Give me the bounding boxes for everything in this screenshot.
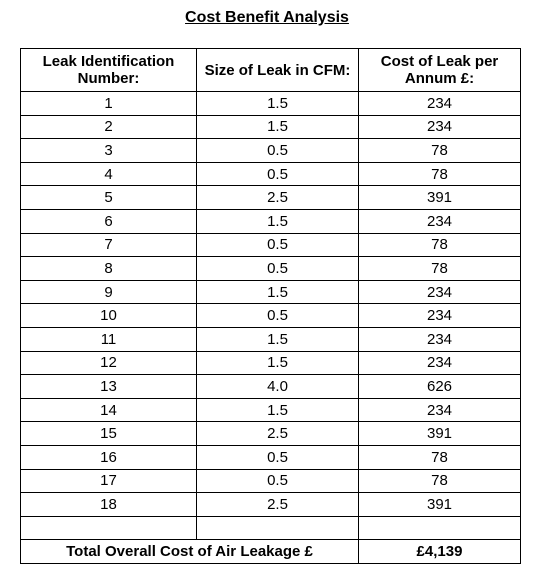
leak-id-cell: 7	[20, 232, 197, 258]
table-body: 1 1.5 234 2 1.5 234 3 0.5 78 4 0.5 78 5 2.5 391 6 1.5 234…	[20, 91, 521, 517]
leak-size-cell: 0.5	[196, 468, 359, 494]
leak-id-cell: 8	[20, 256, 197, 281]
leak-id-cell: 6	[20, 208, 197, 234]
leak-cost-cell: 234	[358, 279, 521, 305]
total-row: Total Overall Cost of Air Leakage £ £4,1…	[20, 538, 521, 564]
leak-id-cell: 1	[20, 91, 197, 116]
leak-size-cell: 0.5	[196, 232, 359, 258]
leak-size-cell: 0.5	[196, 138, 359, 163]
leak-size-cell: 2.5	[196, 492, 359, 517]
blank-row	[20, 515, 521, 540]
leak-id-cell: 3	[20, 138, 197, 163]
leak-id-cell: 10	[20, 303, 197, 328]
leak-id-cell: 17	[20, 468, 197, 494]
table-row: 18 2.5 391	[20, 492, 521, 517]
blank-cell	[196, 515, 359, 540]
table-row: 4 0.5 78	[20, 161, 521, 187]
header-leak-id: Leak Identification Number:	[20, 48, 197, 92]
leak-size-cell: 1.5	[196, 114, 359, 140]
blank-cell	[20, 515, 197, 540]
blank-cell	[358, 515, 521, 540]
leak-cost-cell: 78	[358, 232, 521, 258]
leak-cost-cell: 234	[358, 350, 521, 376]
header-leak-cost: Cost of Leak per Annum £:	[358, 48, 521, 92]
table-row: 15 2.5 391	[20, 421, 521, 446]
leak-id-cell: 18	[20, 492, 197, 517]
leak-cost-cell: 234	[358, 91, 521, 116]
table-row: 8 0.5 78	[20, 256, 521, 281]
leak-id-cell: 5	[20, 185, 197, 210]
leak-id-cell: 9	[20, 279, 197, 305]
leak-cost-cell: 626	[358, 374, 521, 399]
table-row: 12 1.5 234	[20, 350, 521, 376]
leak-cost-cell: 78	[358, 256, 521, 281]
leak-id-cell: 14	[20, 397, 197, 423]
leak-id-cell: 16	[20, 444, 197, 470]
leak-cost-cell: 234	[358, 303, 521, 328]
table-row: 6 1.5 234	[20, 208, 521, 234]
table-row: 13 4.0 626	[20, 374, 521, 399]
leak-size-cell: 1.5	[196, 350, 359, 376]
table-row: 16 0.5 78	[20, 444, 521, 470]
total-value: £4,139	[358, 538, 521, 564]
leak-size-cell: 1.5	[196, 208, 359, 234]
leak-cost-cell: 234	[358, 208, 521, 234]
leak-id-cell: 2	[20, 114, 197, 140]
leak-size-cell: 0.5	[196, 256, 359, 281]
table-row: 5 2.5 391	[20, 185, 521, 210]
leak-cost-cell: 234	[358, 326, 521, 352]
table-row: 3 0.5 78	[20, 138, 521, 163]
leak-id-cell: 13	[20, 374, 197, 399]
leak-cost-cell: 78	[358, 138, 521, 163]
leak-cost-cell: 391	[358, 185, 521, 210]
table-row: 2 1.5 234	[20, 114, 521, 140]
leak-size-cell: 0.5	[196, 444, 359, 470]
page-title: Cost Benefit Analysis	[185, 9, 349, 26]
leak-cost-cell: 234	[358, 114, 521, 140]
leak-size-cell: 1.5	[196, 326, 359, 352]
table-row: 11 1.5 234	[20, 326, 521, 352]
leak-size-cell: 2.5	[196, 185, 359, 210]
cost-benefit-table: Leak Identification Number: Size of Leak…	[20, 48, 521, 564]
leak-size-cell: 2.5	[196, 421, 359, 446]
leak-size-cell: 4.0	[196, 374, 359, 399]
leak-cost-cell: 391	[358, 421, 521, 446]
leak-cost-cell: 78	[358, 161, 521, 187]
total-label: Total Overall Cost of Air Leakage £	[20, 538, 359, 564]
leak-cost-cell: 234	[358, 397, 521, 423]
table-row: 1 1.5 234	[20, 91, 521, 116]
leak-size-cell: 0.5	[196, 161, 359, 187]
leak-cost-cell: 391	[358, 492, 521, 517]
header-row: Leak Identification Number: Size of Leak…	[20, 48, 521, 92]
table-row: 7 0.5 78	[20, 232, 521, 258]
leak-id-cell: 12	[20, 350, 197, 376]
header-leak-size: Size of Leak in CFM:	[196, 48, 359, 92]
table-row: 9 1.5 234	[20, 279, 521, 305]
leak-id-cell: 15	[20, 421, 197, 446]
table-row: 10 0.5 234	[20, 303, 521, 328]
leak-size-cell: 0.5	[196, 303, 359, 328]
table-row: 17 0.5 78	[20, 468, 521, 494]
leak-size-cell: 1.5	[196, 91, 359, 116]
leak-size-cell: 1.5	[196, 279, 359, 305]
leak-size-cell: 1.5	[196, 397, 359, 423]
table-row: 14 1.5 234	[20, 397, 521, 423]
leak-cost-cell: 78	[358, 468, 521, 494]
leak-id-cell: 11	[20, 326, 197, 352]
leak-cost-cell: 78	[358, 444, 521, 470]
leak-id-cell: 4	[20, 161, 197, 187]
